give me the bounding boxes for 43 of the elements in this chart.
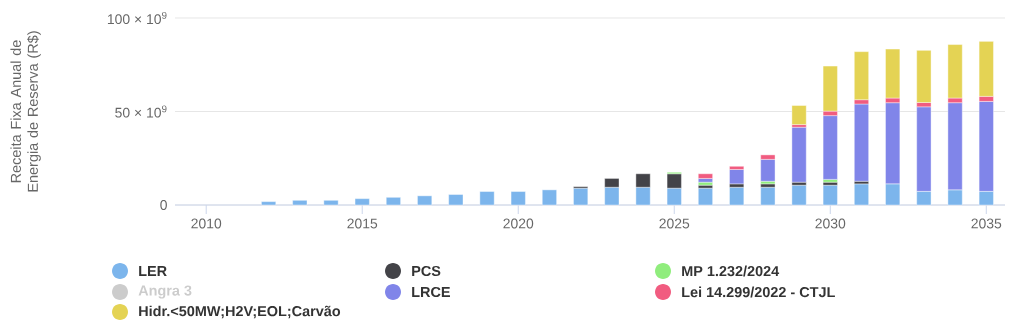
- bar: [854, 103, 869, 182]
- bar: [760, 187, 776, 206]
- bar: [885, 48, 901, 99]
- bar: [292, 200, 308, 206]
- bar: [822, 115, 838, 180]
- bar: [573, 187, 589, 206]
- bar: [261, 201, 276, 206]
- bar: [791, 184, 807, 206]
- legend-label: LRCE: [412, 286, 450, 298]
- bar: [448, 194, 464, 206]
- y-axis-title: Receita Fixa Anual de Energia de Reserva (R$): [10, 31, 41, 192]
- bar: [542, 189, 557, 206]
- bar: [354, 198, 370, 206]
- x-tick-label: 2025: [659, 218, 690, 229]
- bar: [729, 187, 745, 206]
- legend-label: LER: [139, 266, 167, 276]
- bar: [729, 169, 745, 185]
- y-tick-label: 50 × 10$^{9}$: [115, 105, 167, 118]
- bar: [791, 127, 807, 183]
- x-tick-label: 2035: [971, 218, 1002, 229]
- legend-label: Hidr.<50MW;H2V;EOL;Carvão: [139, 305, 341, 319]
- bar: [698, 173, 713, 179]
- bar: [479, 191, 495, 206]
- y-tick-label: 100 × 10$^{9}$: [107, 11, 167, 25]
- bar: [417, 195, 432, 206]
- x-tick-label: 2030: [815, 218, 846, 229]
- legend-label: MP 1.232/2024: [682, 265, 780, 277]
- legend-label: PCS: [412, 265, 441, 277]
- x-tick-label: 2015: [347, 218, 378, 229]
- bar: [822, 65, 838, 112]
- y-tick-label: 0: [160, 200, 167, 210]
- bar: [386, 197, 401, 206]
- bar: [323, 200, 339, 206]
- bar: [510, 191, 526, 206]
- x-tick-label: 2020: [503, 218, 534, 229]
- bar: [698, 187, 713, 206]
- bar: [791, 105, 807, 125]
- bar: [947, 44, 963, 99]
- bar: [854, 183, 869, 206]
- x-tick-label: 2010: [191, 218, 222, 229]
- legend-label: Lei 14.299/2022 - CTJL: [682, 286, 835, 298]
- bar: [822, 184, 838, 206]
- bar: [916, 50, 932, 103]
